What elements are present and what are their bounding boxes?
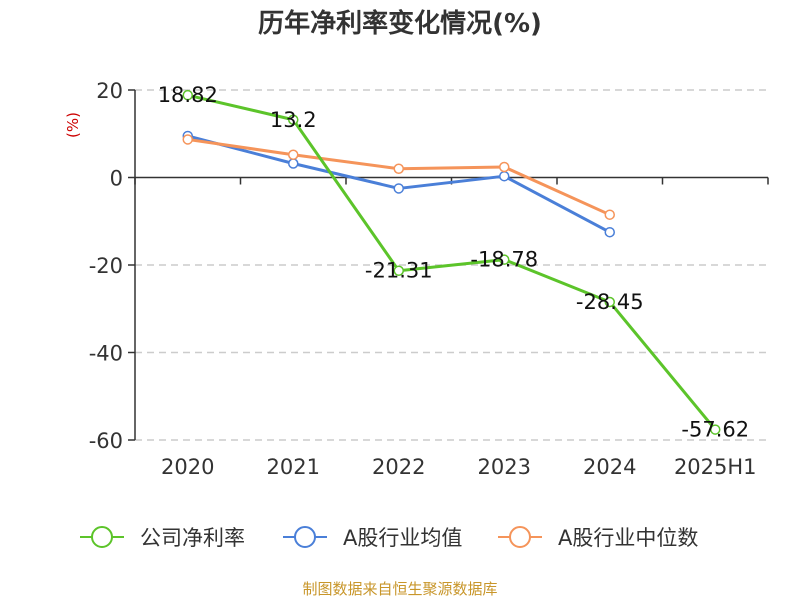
legend-item[interactable]: 公司净利率 <box>80 526 245 550</box>
data-point[interactable] <box>604 226 615 238</box>
data-point[interactable] <box>710 424 721 435</box>
y-axis-label: (%) <box>64 112 82 138</box>
data-point[interactable] <box>499 170 510 182</box>
series-group: 18.82 13.2 -21.31 -18.78 -28.45 -57.62 <box>158 83 749 441</box>
data-label: -21.31 <box>365 259 433 283</box>
data-point[interactable] <box>604 209 615 220</box>
x-tick-label: 2021 <box>267 455 320 479</box>
x-tick-label: 2023 <box>478 455 531 479</box>
legend-marker <box>91 526 113 548</box>
data-label: 13.2 <box>270 108 317 132</box>
legend-marker <box>294 526 316 548</box>
x-tick-label: 2025H1 <box>674 455 757 479</box>
data-point[interactable] <box>604 296 615 308</box>
data-label: -28.45 <box>576 290 644 314</box>
legend-label: A股行业均值 <box>343 526 462 550</box>
legend[interactable]: 公司净利率 A股行业均值 A股行业中位数 <box>80 526 698 550</box>
y-tick-label: -40 <box>89 342 123 366</box>
data-point[interactable] <box>499 161 510 173</box>
y-tick-label: 20 <box>96 79 123 103</box>
series-line <box>187 93 717 431</box>
y-tick-label: -20 <box>89 254 123 278</box>
legend-label: 公司净利率 <box>140 526 245 550</box>
data-point[interactable] <box>182 134 193 145</box>
data-point[interactable] <box>182 89 193 101</box>
legend-item[interactable]: A股行业中位数 <box>498 526 698 550</box>
legend-label: A股行业中位数 <box>558 526 698 550</box>
data-point[interactable] <box>499 254 510 265</box>
legend-marker <box>509 526 531 548</box>
source-note: 制图数据来自恒生聚源数据库 <box>302 580 497 598</box>
data-point[interactable] <box>393 183 404 194</box>
chart-title: 历年净利率变化情况(%) <box>258 8 542 39</box>
data-label: -57.62 <box>681 418 749 442</box>
legend-item[interactable]: A股行业均值 <box>283 526 462 550</box>
data-point[interactable] <box>393 163 404 174</box>
data-label: -18.78 <box>470 248 538 272</box>
data-point[interactable] <box>288 149 299 160</box>
y-tick-label: -60 <box>89 429 123 453</box>
data-label: 18.82 <box>158 83 218 107</box>
x-tick-label: 2022 <box>372 455 425 479</box>
x-tick-label: 2024 <box>583 455 636 479</box>
data-point[interactable] <box>288 114 299 125</box>
axes: 20 0 -20 -40 -60 2020 2021 2022 2023 2024 2025H1 <box>89 79 769 479</box>
x-tick-label: 2020 <box>161 455 214 479</box>
data-point[interactable] <box>393 265 404 276</box>
data-point[interactable] <box>288 158 299 169</box>
y-tick-label: 0 <box>110 167 123 191</box>
